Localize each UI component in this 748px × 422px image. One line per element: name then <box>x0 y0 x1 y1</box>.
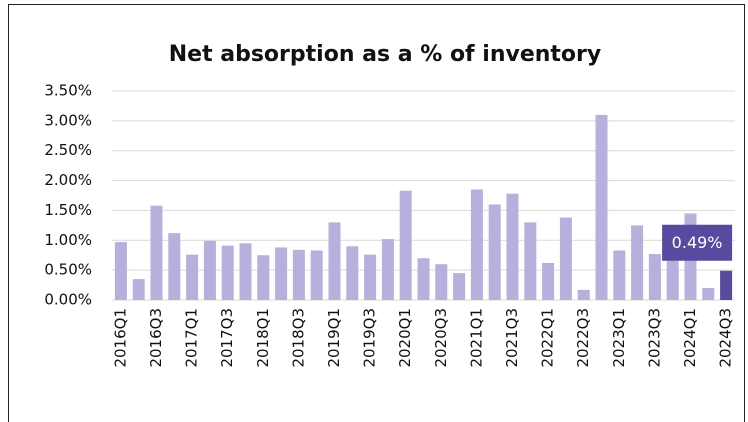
bar <box>186 254 199 300</box>
x-tick-label: 2019Q1 <box>325 308 343 368</box>
value-label-box <box>662 224 733 261</box>
y-tick-label: 3.00% <box>44 111 92 129</box>
x-tick-label: 2017Q3 <box>218 308 236 368</box>
y-tick-label: 1.50% <box>44 201 92 219</box>
bar <box>275 247 288 300</box>
y-tick-label: 3.50% <box>44 82 92 100</box>
value-label: 0.49% <box>672 233 723 252</box>
bar <box>221 245 234 300</box>
bar <box>328 222 341 300</box>
x-tick-label: 2017Q1 <box>183 308 201 368</box>
x-tick-label: 2020Q1 <box>396 308 414 368</box>
y-tick-label: 2.50% <box>44 141 92 159</box>
frame <box>8 4 745 422</box>
bar <box>310 250 323 300</box>
bar <box>132 279 145 300</box>
bar <box>399 190 412 300</box>
x-tick-label: 2018Q1 <box>254 308 272 368</box>
x-tick-label: 2023Q3 <box>645 308 663 368</box>
bar <box>292 249 305 300</box>
x-tick-label: 2021Q3 <box>503 308 521 368</box>
bar <box>114 242 127 300</box>
x-tick-label: 2021Q1 <box>467 308 485 368</box>
bar <box>470 189 483 300</box>
bar <box>542 262 555 300</box>
y-tick-label: 0.50% <box>44 261 92 279</box>
bar <box>577 289 590 300</box>
bar <box>364 254 377 300</box>
bar <box>381 239 394 300</box>
bar <box>257 255 270 300</box>
bar <box>613 250 626 300</box>
bar <box>150 205 163 300</box>
bar <box>346 246 359 300</box>
x-tick-label: 2018Q3 <box>289 308 307 368</box>
bar <box>702 288 715 300</box>
bar <box>453 273 466 300</box>
y-tick-label: 1.00% <box>44 231 92 249</box>
x-tick-label: 2016Q1 <box>111 308 129 368</box>
bar <box>720 270 733 300</box>
x-tick-label: 2024Q3 <box>717 308 735 368</box>
bar <box>168 233 181 300</box>
bar <box>631 225 644 300</box>
bar <box>435 264 448 300</box>
chart-title: Net absorption as a % of inventory <box>169 42 602 67</box>
y-tick-label: 2.00% <box>44 171 92 189</box>
x-tick-label: 2023Q1 <box>610 308 628 368</box>
y-tick-label: 0.00% <box>44 291 92 309</box>
x-tick-label: 2022Q1 <box>539 308 557 368</box>
bar <box>524 222 537 300</box>
x-tick-label: 2016Q3 <box>147 308 165 368</box>
bar <box>666 249 679 300</box>
bar <box>506 193 519 300</box>
bar <box>417 258 430 300</box>
x-tick-label: 2020Q3 <box>432 308 450 368</box>
bar <box>559 217 572 300</box>
x-tick-label: 2022Q3 <box>574 308 592 368</box>
bar <box>239 243 252 300</box>
x-tick-label: 2019Q3 <box>361 308 379 368</box>
bar <box>648 254 661 300</box>
bar <box>203 240 216 300</box>
x-tick-label: 2024Q1 <box>681 308 699 368</box>
bar <box>488 204 501 300</box>
bar <box>595 114 608 300</box>
